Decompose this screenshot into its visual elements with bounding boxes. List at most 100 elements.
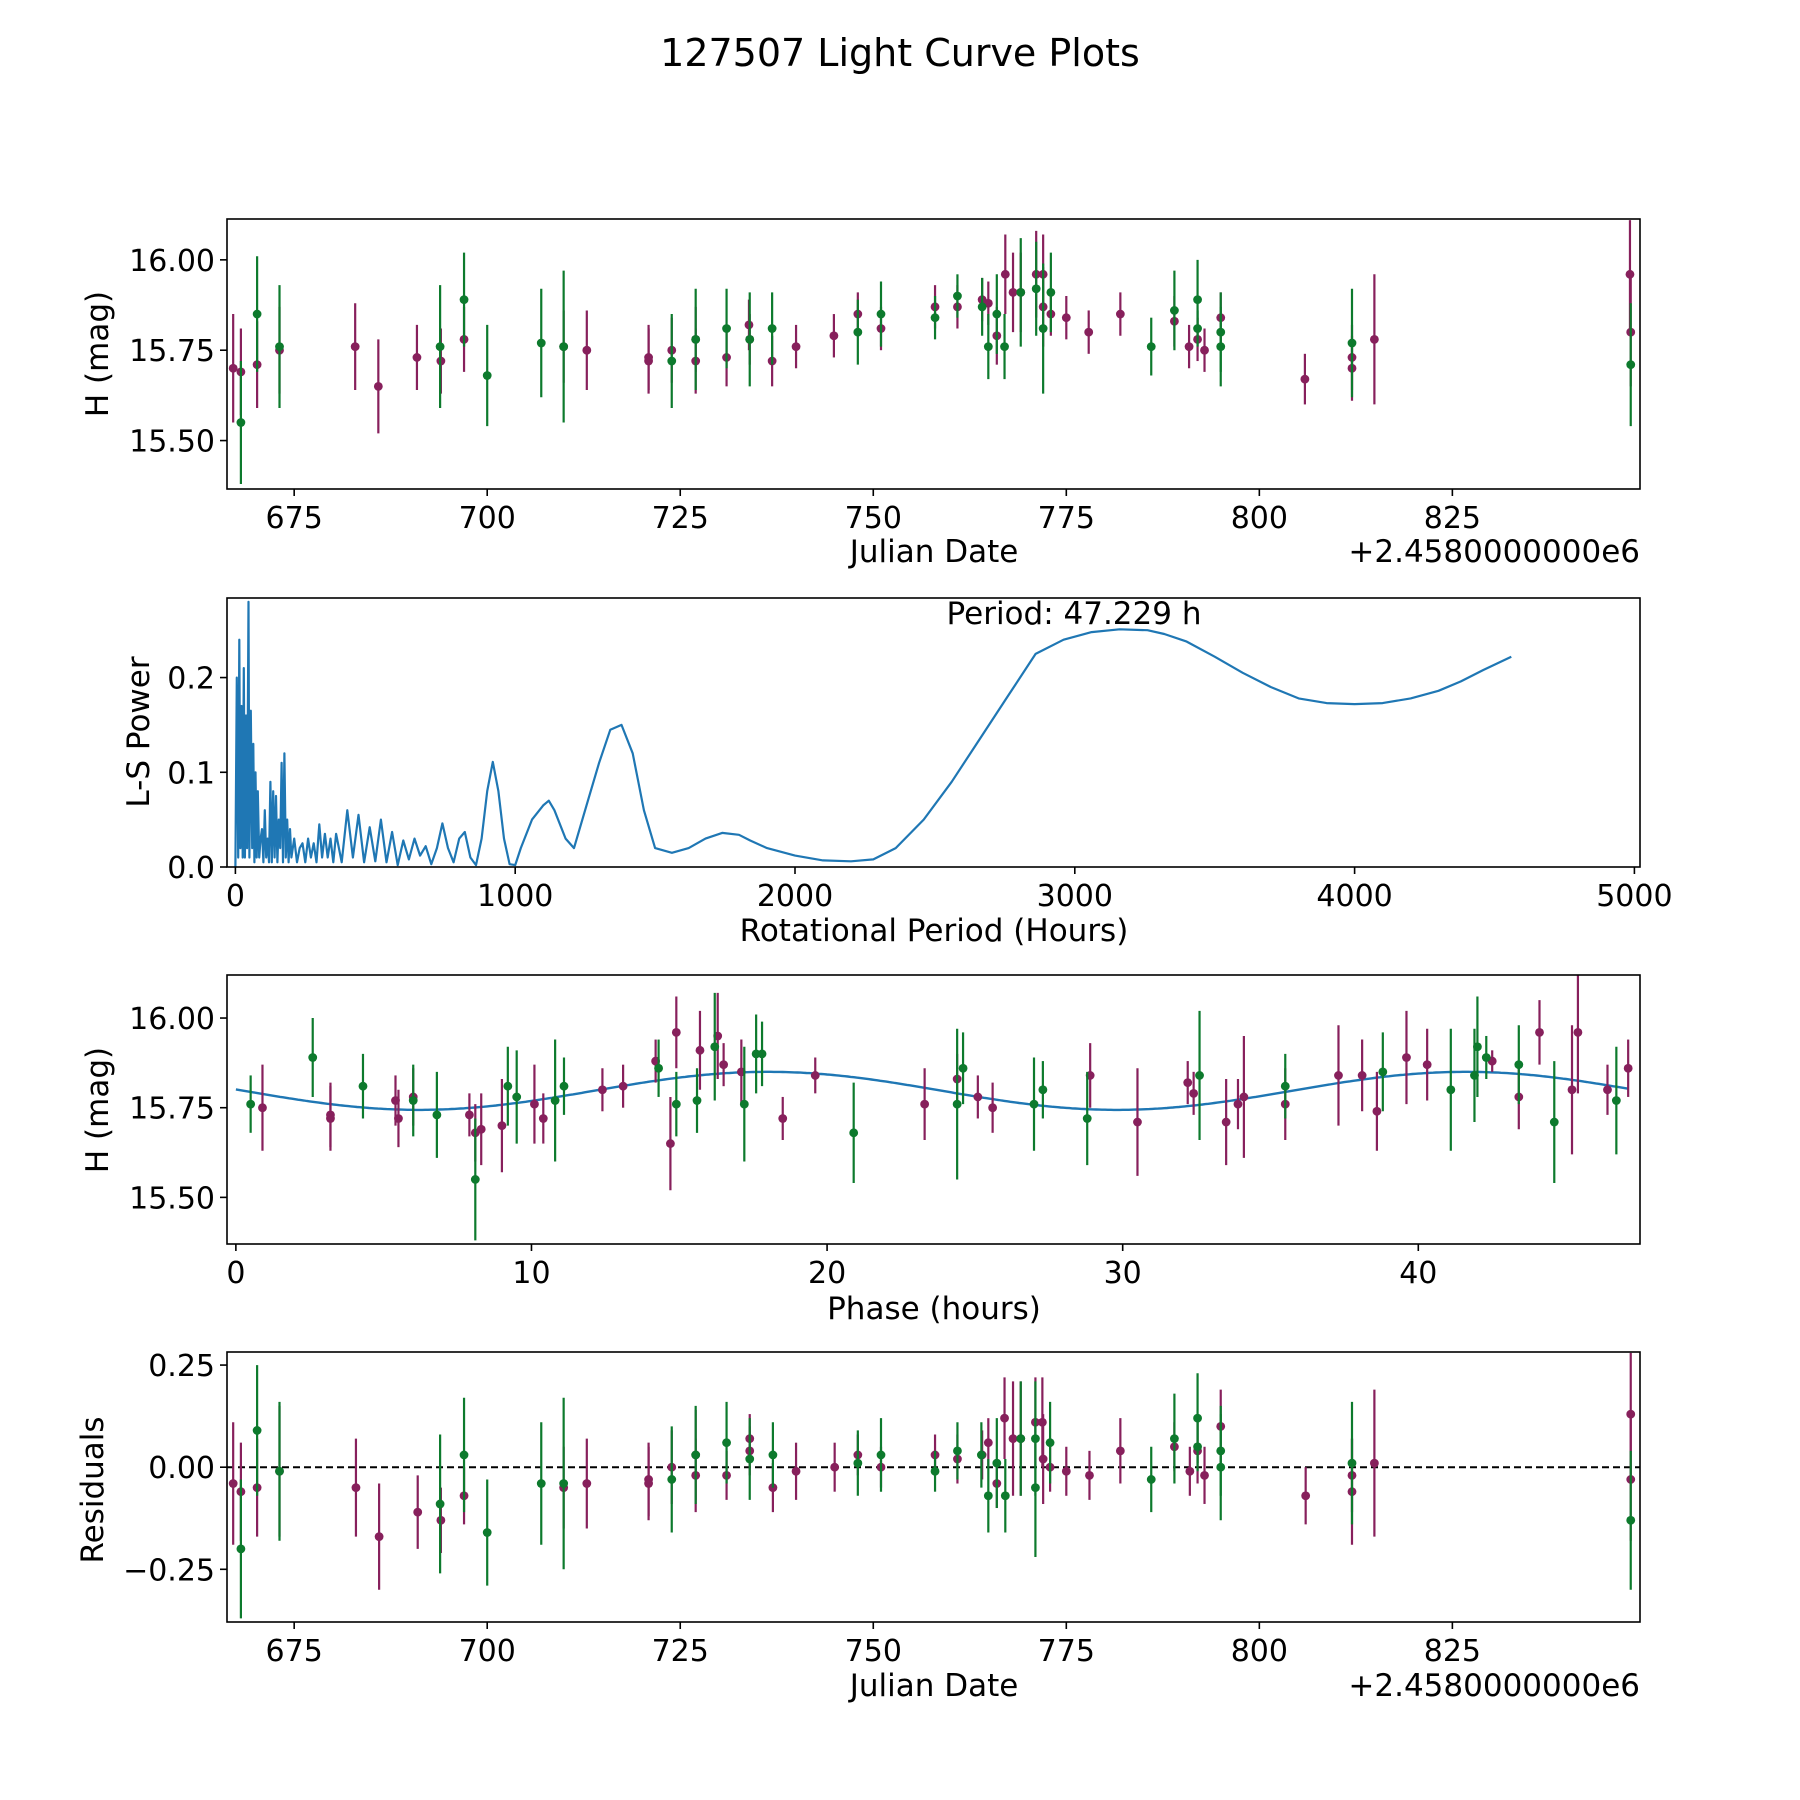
residuals-axes-frame	[226, 1351, 1641, 1623]
data-point	[768, 1450, 778, 1460]
periodogram-panel: 0 1000 2000 3000 4000 5000 0.0 0.1 0.2 Period: …	[121, 596, 1673, 949]
model-fit-line	[235, 1070, 1629, 1112]
data-point	[691, 334, 701, 344]
x-tick-label: 4000	[1316, 879, 1392, 914]
periodogram-yticks: 0.0 0.1 0.2	[167, 662, 227, 886]
residuals-x-offset: +2.4580000000e6	[1348, 1668, 1640, 1704]
data-point	[953, 291, 962, 301]
periodogram-axes-frame	[226, 597, 1641, 868]
data-point	[1402, 1053, 1411, 1062]
data-point	[757, 1049, 767, 1059]
data-point	[983, 1438, 993, 1448]
data-point	[853, 327, 863, 337]
figure-title: 127507 Light Curve Plots	[660, 31, 1140, 75]
data-point	[1016, 1434, 1026, 1443]
data-point	[976, 1450, 986, 1460]
data-point	[1347, 338, 1357, 348]
residuals-panel: 675 700 725 750 775 800 825 −0.25 0.00 0.25 Juli…	[75, 1349, 1641, 1704]
data-point	[1046, 287, 1056, 297]
x-tick-label: 10	[512, 1256, 550, 1291]
lightcurve-axes-frame	[226, 218, 1641, 490]
data-point	[1626, 1409, 1636, 1419]
lightcurve-x-offset: +2.4580000000e6	[1348, 534, 1640, 570]
periodogram-xticks: 0 1000 2000 3000 4000 5000	[226, 867, 1673, 914]
data-point	[830, 1462, 840, 1472]
x-tick-label: 2000	[757, 879, 833, 914]
data-point	[1200, 345, 1209, 355]
data-point	[1233, 1099, 1243, 1109]
y-tick-label: 0.1	[167, 756, 215, 791]
data-point	[1031, 1483, 1040, 1493]
data-point	[1221, 1117, 1231, 1127]
data-point	[829, 331, 839, 341]
x-tick-label: 775	[1038, 501, 1095, 536]
data-point	[1061, 313, 1071, 323]
data-point	[791, 342, 801, 351]
data-point	[692, 1096, 702, 1105]
data-point	[1300, 374, 1310, 384]
data-point	[745, 334, 755, 344]
data-point	[435, 1499, 445, 1509]
periodogram-plot-area	[234, 600, 1512, 867]
data-point	[667, 1475, 677, 1484]
data-point	[559, 1081, 569, 1091]
data-point	[1000, 269, 1010, 279]
data-point	[1084, 327, 1094, 337]
data-point	[1280, 1081, 1290, 1091]
data-point	[671, 1027, 681, 1037]
data-point	[667, 356, 677, 366]
data-point	[1170, 306, 1179, 315]
data-point	[1008, 287, 1018, 297]
data-point	[1301, 1491, 1311, 1501]
data-point	[1146, 342, 1156, 351]
data-point	[988, 1103, 998, 1113]
data-point	[1626, 1515, 1636, 1525]
x-tick-label: 30	[1104, 1256, 1142, 1291]
phase-xlabel: Phase (hours)	[827, 1291, 1041, 1327]
data-point	[1357, 1071, 1367, 1080]
y-tick-label: 15.75	[129, 1092, 215, 1127]
x-tick-label: 675	[266, 1634, 323, 1669]
x-tick-label: 1000	[477, 879, 553, 914]
x-tick-label: 3000	[1037, 879, 1113, 914]
x-tick-label: 725	[652, 501, 709, 536]
lightcurve-xticks: 675 700 725 750 775 800 825	[266, 489, 1481, 536]
data-point	[228, 363, 238, 373]
x-tick-label: 700	[459, 1634, 516, 1669]
phase-axes-frame	[226, 974, 1641, 1245]
data-point	[582, 1479, 592, 1488]
data-point	[308, 1053, 318, 1062]
data-point	[810, 1071, 820, 1080]
data-point	[1200, 1470, 1209, 1480]
residuals-marks	[227, 1352, 1640, 1619]
data-point	[1625, 269, 1635, 279]
x-tick-label: 0	[226, 879, 245, 914]
x-tick-label: 825	[1424, 501, 1481, 536]
data-point	[1189, 1088, 1199, 1098]
data-point	[644, 356, 653, 366]
data-point	[1239, 1092, 1249, 1102]
data-point	[470, 1175, 480, 1184]
lightcurve-xlabel: Julian Date	[848, 534, 1019, 570]
data-point	[1216, 342, 1226, 351]
data-point	[252, 309, 262, 319]
data-point	[1183, 1078, 1193, 1087]
residuals-ylabel: Residuals	[75, 1416, 111, 1563]
data-point	[1000, 1491, 1010, 1501]
data-point	[459, 1450, 469, 1460]
data-point	[644, 1479, 653, 1488]
data-point	[958, 1063, 968, 1073]
x-tick-label: 40	[1399, 1256, 1437, 1291]
data-point	[228, 1479, 238, 1488]
data-point	[876, 1450, 886, 1460]
data-point	[497, 1121, 507, 1131]
data-point	[1549, 1117, 1559, 1127]
data-point	[695, 1045, 705, 1055]
data-point	[1146, 1475, 1156, 1484]
data-point	[464, 1110, 474, 1120]
data-point	[654, 1063, 663, 1073]
data-point	[853, 1458, 863, 1468]
periodogram-xlabel: Rotational Period (Hours)	[740, 913, 1129, 949]
